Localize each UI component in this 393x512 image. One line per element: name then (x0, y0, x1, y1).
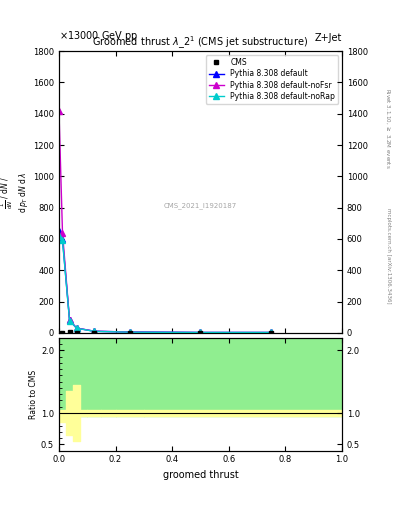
Line: Pythia 8.308 default: Pythia 8.308 default (56, 228, 274, 335)
Line: CMS: CMS (61, 330, 273, 335)
Pythia 8.308 default-noRap (74, 325, 79, 331)
Pythia 8.308 default-noFsr (67, 317, 72, 324)
CMS (198, 330, 203, 336)
Pythia 8.308 default (60, 236, 65, 242)
Pythia 8.308 default-noRap (127, 329, 132, 335)
Pythia 8.308 default-noFsr (269, 329, 274, 335)
Pythia 8.308 default (67, 317, 72, 324)
CMS (127, 330, 132, 336)
Y-axis label: $\frac{1}{\mathrm{d}N}$ / $\mathrm{d}N$ /
$\mathrm{d}\,p_T$ $\mathrm{d}N$ $\math: $\frac{1}{\mathrm{d}N}$ / $\mathrm{d}N$ … (0, 171, 30, 213)
Text: Rivet 3.1.10, $\geq$ 3.2M events: Rivet 3.1.10, $\geq$ 3.2M events (384, 88, 391, 168)
CMS (67, 329, 72, 335)
Line: Pythia 8.308 default-noRap: Pythia 8.308 default-noRap (56, 233, 274, 335)
Pythia 8.308 default (269, 329, 274, 335)
Pythia 8.308 default (74, 325, 79, 331)
Pythia 8.308 default (127, 329, 132, 335)
Text: mcplots.cern.ch [arXiv:1306.3436]: mcplots.cern.ch [arXiv:1306.3436] (386, 208, 391, 304)
Pythia 8.308 default-noFsr (60, 229, 65, 236)
CMS (60, 330, 65, 336)
CMS (92, 330, 97, 336)
Line: Pythia 8.308 default-noFsr: Pythia 8.308 default-noFsr (56, 108, 274, 335)
Y-axis label: Ratio to CMS: Ratio to CMS (29, 370, 38, 419)
Pythia 8.308 default-noFsr (92, 328, 97, 334)
Text: CMS_2021_I1920187: CMS_2021_I1920187 (164, 203, 237, 209)
Pythia 8.308 default-noFsr (198, 329, 203, 335)
Pythia 8.308 default (57, 228, 61, 234)
CMS (269, 330, 274, 336)
Pythia 8.308 default-noRap (67, 317, 72, 324)
Pythia 8.308 default-noRap (60, 238, 65, 244)
Pythia 8.308 default-noRap (92, 328, 97, 334)
Text: $\times$13000 GeV pp: $\times$13000 GeV pp (59, 29, 138, 42)
X-axis label: groomed thrust: groomed thrust (163, 470, 238, 480)
Pythia 8.308 default-noRap (269, 329, 274, 335)
Pythia 8.308 default-noRap (198, 329, 203, 335)
Legend: CMS, Pythia 8.308 default, Pythia 8.308 default-noFsr, Pythia 8.308 default-noRa: CMS, Pythia 8.308 default, Pythia 8.308 … (206, 55, 338, 104)
Pythia 8.308 default-noFsr (127, 329, 132, 335)
Text: Z+Jet: Z+Jet (314, 33, 342, 42)
Pythia 8.308 default (198, 329, 203, 335)
Title: Groomed thrust $\lambda\_2^1$ (CMS jet substructure): Groomed thrust $\lambda\_2^1$ (CMS jet s… (92, 35, 309, 51)
Pythia 8.308 default-noFsr (74, 325, 79, 331)
Pythia 8.308 default-noFsr (57, 108, 61, 114)
CMS (74, 330, 79, 336)
Pythia 8.308 default-noRap (57, 233, 61, 239)
Pythia 8.308 default (92, 328, 97, 334)
